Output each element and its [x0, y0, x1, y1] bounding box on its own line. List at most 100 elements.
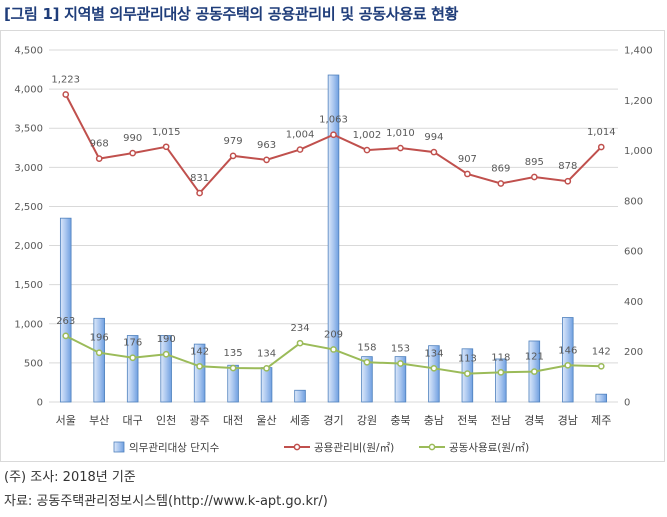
mgmt-fee-data-label: 1,004	[286, 130, 315, 141]
bar-complex-count	[562, 317, 574, 403]
usage-fee-point	[597, 362, 605, 370]
right-axis-tick-label: 0	[624, 398, 630, 409]
usage-fee-point	[564, 361, 572, 369]
mgmt-fee-data-label: 1,223	[51, 75, 80, 86]
category-label: 광주	[189, 414, 209, 427]
category-label: 대전	[223, 414, 243, 427]
bar-complex-count	[428, 345, 440, 403]
mgmt-fee-point	[597, 143, 605, 151]
mgmt-fee-data-label: 1,014	[587, 127, 616, 138]
right-axis-tick-label: 200	[624, 347, 643, 358]
right-axis-tick-label: 800	[624, 196, 643, 207]
mgmt-fee-point	[129, 149, 137, 157]
usage-fee-data-label: 209	[324, 329, 343, 340]
category-label: 경북	[524, 414, 544, 427]
category-label: 서울	[56, 414, 76, 427]
left-axis-tick-label: 4,500	[14, 46, 43, 57]
left-axis-tick-label: 3,500	[14, 124, 43, 135]
mgmt-fee-point	[263, 156, 270, 164]
usage-fee-data-label: 142	[592, 346, 611, 357]
usage-fee-data-label: 146	[558, 345, 577, 356]
usage-fee-point	[162, 350, 170, 358]
usage-fee-point	[196, 362, 203, 370]
right-axis-tick-label: 1,400	[624, 46, 653, 57]
usage-fee-data-label: 263	[56, 316, 75, 327]
mgmt-fee-point	[162, 143, 170, 151]
category-label: 부산	[89, 414, 109, 427]
mgmt-fee-data-label: 979	[224, 136, 243, 147]
mgmt-fee-point	[464, 170, 471, 178]
bar-complex-count	[361, 356, 373, 403]
usage-fee-data-label: 121	[525, 352, 544, 363]
mgmt-fee-data-label: 1,010	[386, 128, 415, 139]
category-label: 울산	[256, 414, 276, 427]
chart-area: 0 500 1,000 1,500 2,000 2,500 3,000 3,500 4,000 4…	[0, 30, 665, 462]
mgmt-fee-point	[497, 180, 505, 187]
category-label: 전남	[491, 414, 511, 427]
usage-fee-point	[530, 368, 538, 375]
combo-chart: 0 500 1,000 1,500 2,000 2,500 3,000 3,500 4,000 4…	[14, 46, 653, 455]
right-axis-tick-label: 600	[624, 247, 643, 258]
bar-complex-count	[495, 358, 507, 403]
category-label: 강원	[357, 414, 377, 427]
right-axis-tick-label: 1,200	[624, 96, 653, 107]
left-axis-tick-label: 1,500	[14, 280, 43, 291]
mgmt-fee-point	[530, 173, 538, 181]
usage-fee-data-label: 134	[424, 348, 443, 359]
mgmt-fee-point	[397, 144, 404, 152]
legend-bar-label: 의무관리대상 단지수	[129, 442, 220, 454]
legend-usage-label: 공동사용료(원/㎡)	[449, 442, 529, 454]
mgmt-fee-data-label: 878	[558, 161, 577, 172]
usage-fee-data-label: 176	[123, 338, 142, 349]
bar-complex-count	[260, 367, 273, 403]
left-axis-tick-label: 2,000	[14, 241, 43, 252]
usage-fee-data-label: 134	[257, 348, 276, 359]
chart-title: [그림 1] 지역별 의무관리대상 공동주택의 공용관리비 및 공동사용료 현황	[4, 5, 459, 23]
mgmt-fee-point	[363, 146, 371, 154]
category-label: 제주	[591, 414, 611, 427]
category-label: 전북	[457, 414, 477, 427]
mgmt-fee-point	[564, 177, 572, 185]
mgmt-fee-point	[196, 189, 203, 197]
usage-fee-point	[464, 370, 471, 377]
right-axis-tick-label: 400	[624, 297, 643, 308]
category-label: 세종	[290, 414, 310, 427]
mgmt-fee-data-label: 1,015	[152, 127, 181, 138]
usage-fee-data-label: 153	[391, 344, 410, 355]
category-label: 경기	[323, 414, 343, 427]
bar-complex-count	[394, 356, 407, 403]
usage-fee-data-label: 113	[458, 354, 477, 365]
mgmt-fee-data-label: 990	[123, 133, 142, 144]
mgmt-fee-point	[229, 152, 237, 160]
left-axis-tick-label: 1,000	[14, 319, 43, 330]
usage-fee-point	[95, 349, 103, 357]
category-label: 경남	[558, 414, 578, 427]
usage-fee-data-label: 158	[357, 342, 376, 353]
usage-fee-point	[129, 354, 137, 362]
mgmt-fee-data-label: 968	[90, 139, 109, 150]
usage-fee-point	[497, 368, 505, 376]
mgmt-fee-data-label: 963	[257, 140, 276, 151]
usage-fee-point	[229, 364, 237, 372]
left-axis-tick-label: 3,000	[14, 163, 43, 174]
usage-fee-data-label: 135	[224, 348, 243, 359]
usage-fee-point	[363, 358, 371, 366]
left-axis-tick-label: 2,500	[14, 202, 43, 213]
mgmt-fee-point	[95, 155, 103, 162]
source-note: 자료: 공동주택관리정보시스템(http://www.k-apt.go.kr/)	[4, 494, 328, 509]
mgmt-fee-data-label: 994	[424, 132, 443, 143]
usage-fee-point	[397, 360, 404, 367]
left-axis-tick-label: 4,000	[14, 85, 43, 96]
left-axis-tick-label: 0	[37, 398, 43, 409]
bar-complex-count	[595, 393, 608, 403]
bar-complex-count	[160, 335, 172, 403]
bar-complex-count	[327, 74, 340, 403]
legend-bar-swatch	[113, 441, 125, 453]
usage-fee-data-label: 234	[290, 323, 309, 334]
usage-fee-point	[263, 364, 270, 372]
usage-fee-point	[330, 346, 337, 353]
category-label: 충북	[390, 414, 410, 427]
usage-fee-point	[62, 332, 70, 340]
usage-fee-data-label: 196	[90, 333, 109, 344]
usage-fee-data-label: 142	[190, 346, 209, 357]
